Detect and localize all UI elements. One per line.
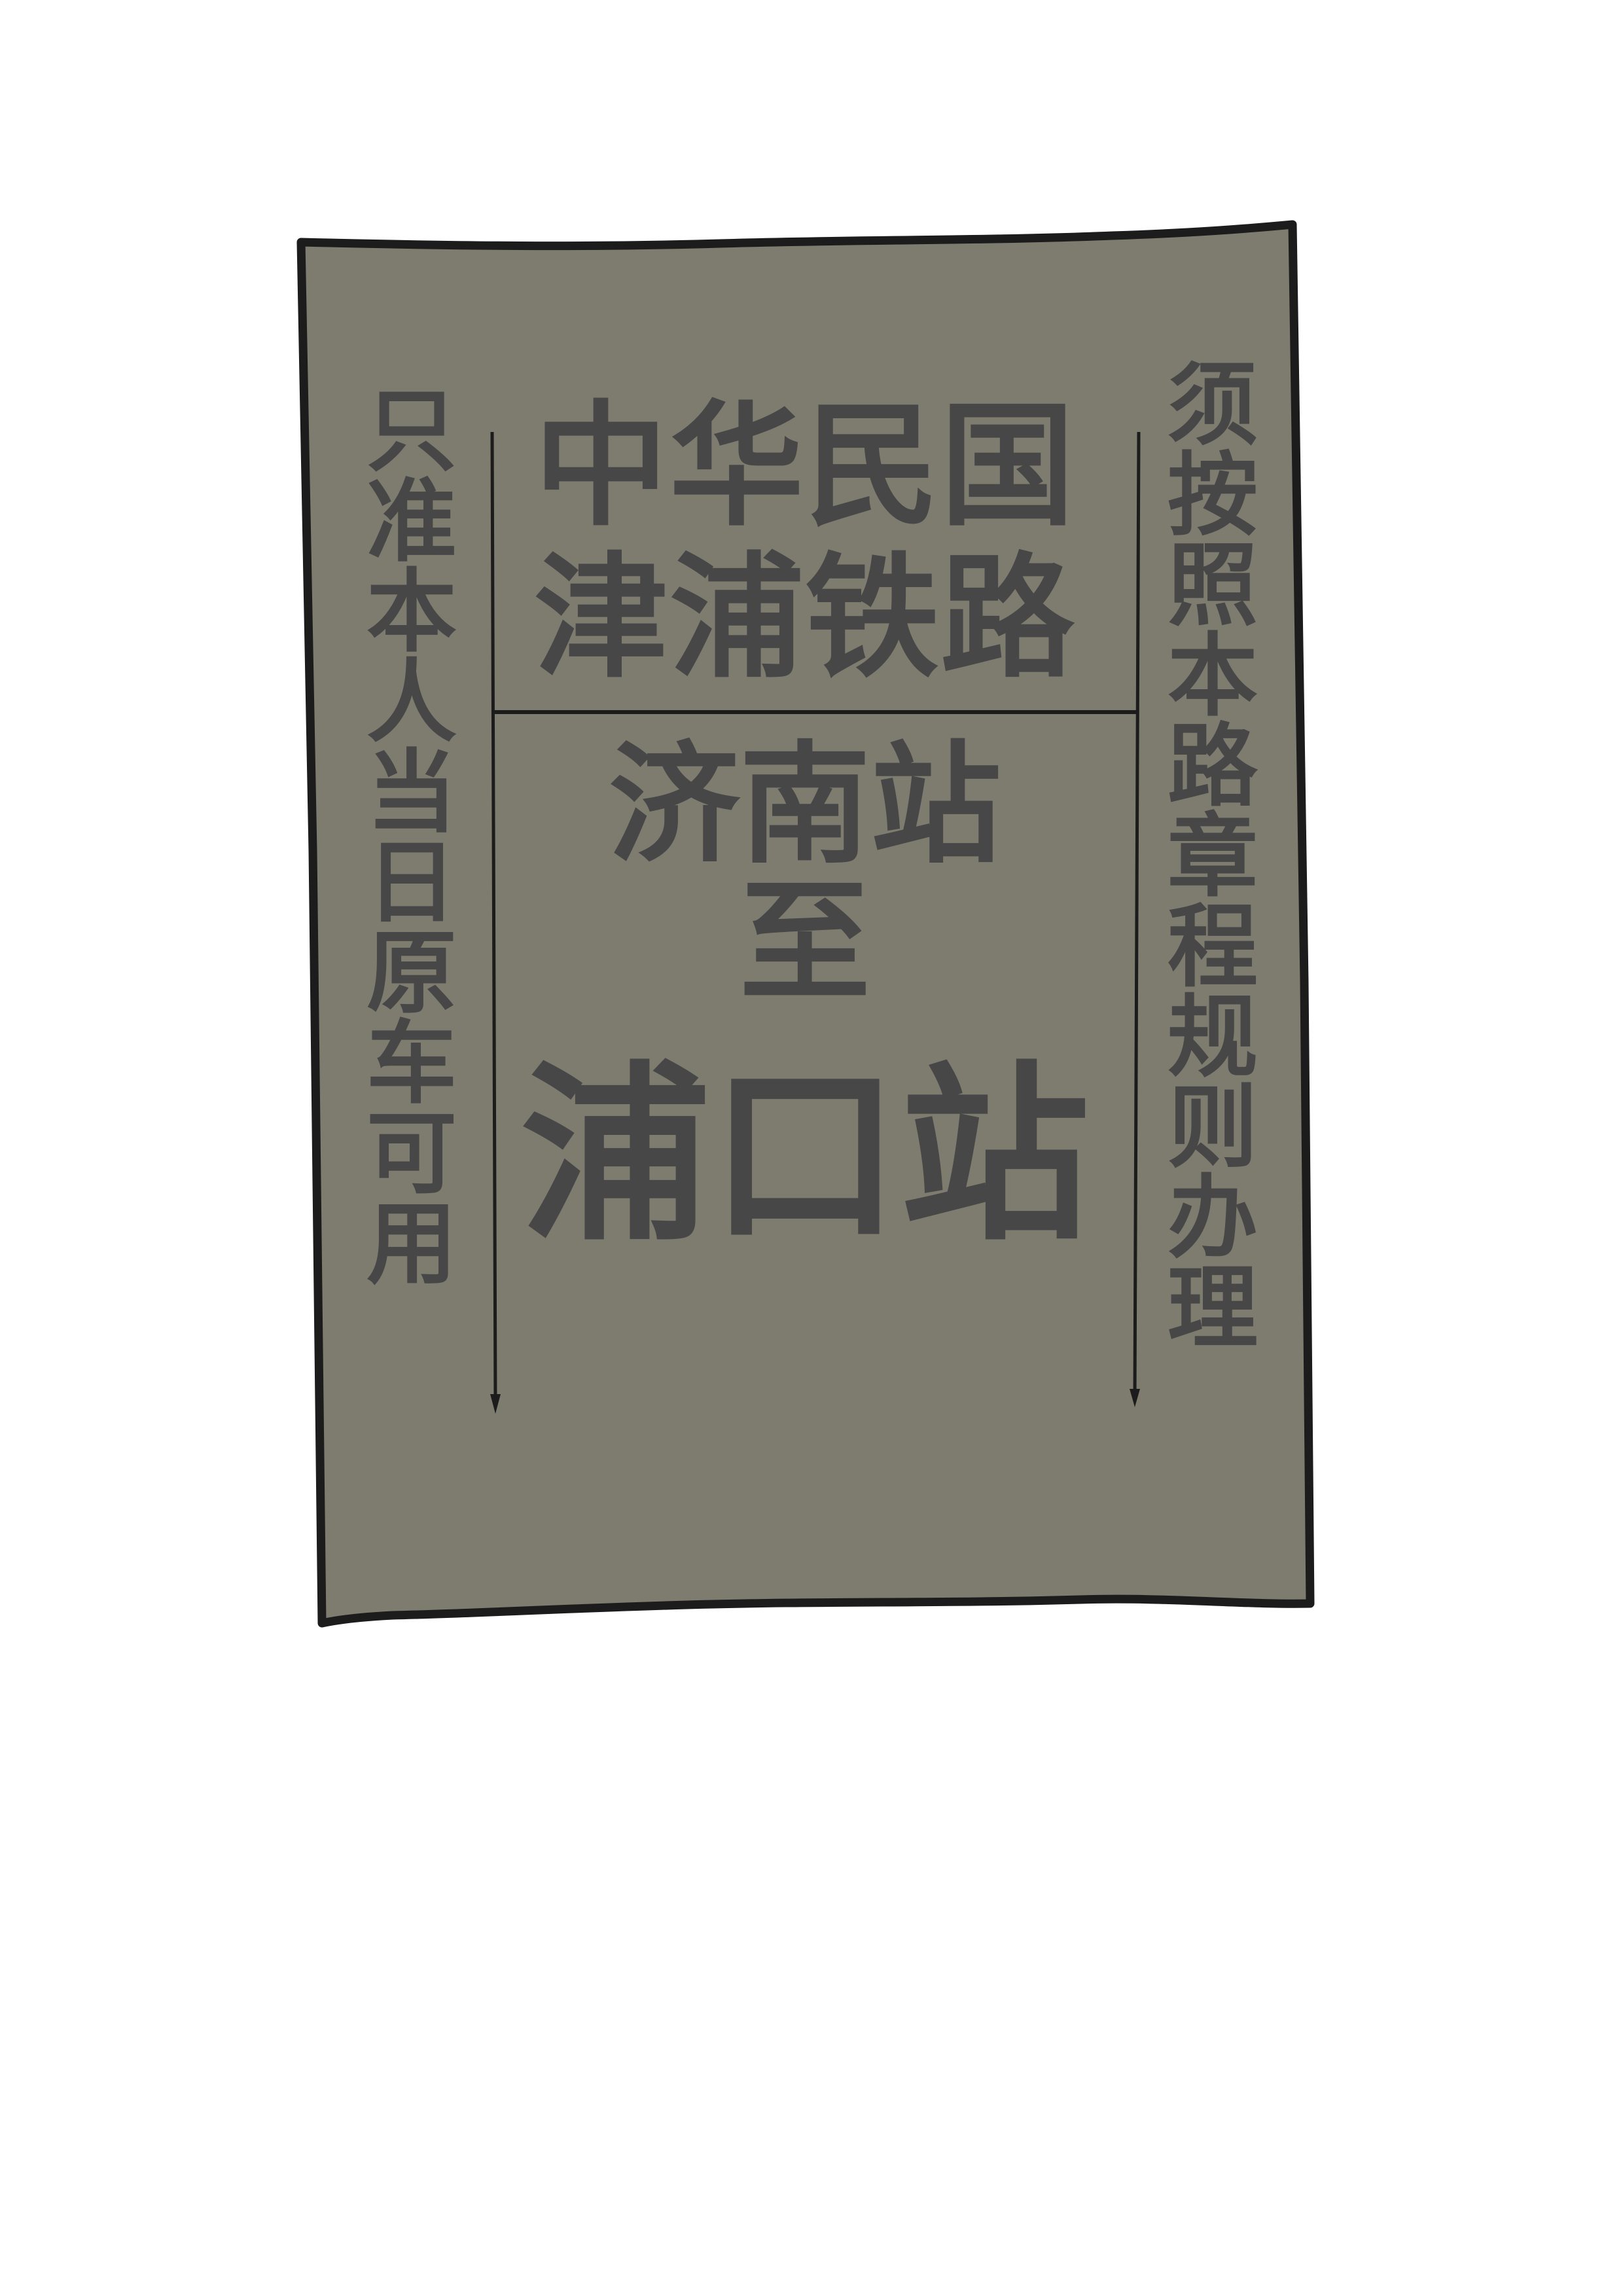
left-note: 只准本人当日原车可用 xyxy=(351,383,457,1286)
title-line2: 津浦铁路 xyxy=(534,539,1076,696)
origin-station: 济南站 xyxy=(608,728,1001,882)
left-rule xyxy=(490,431,497,1405)
right-rule-arrow xyxy=(1130,1389,1140,1407)
ticket-paper xyxy=(296,220,1315,1628)
left-rule-arrow xyxy=(490,1394,501,1414)
right-rule xyxy=(1133,431,1141,1398)
destination-station: 浦口站 xyxy=(520,1044,1090,1266)
right-note: 须按照本路章程规则办理 xyxy=(1152,357,1258,1350)
title-line1: 中华民国 xyxy=(534,387,1076,545)
to-word: 至 xyxy=(739,865,870,1019)
